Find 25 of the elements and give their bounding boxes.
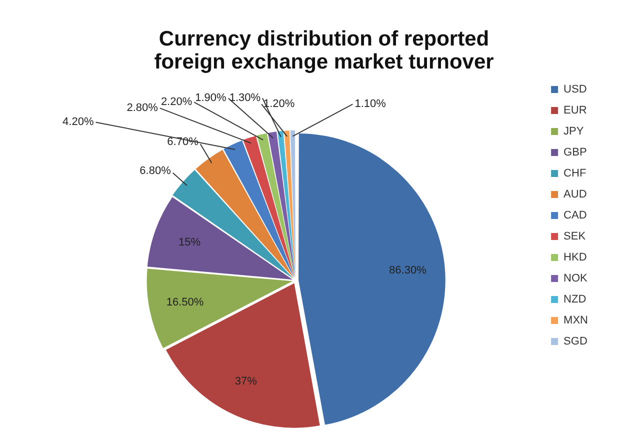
data-label: 2.20% [160, 96, 192, 108]
data-label: 1.30% [229, 92, 261, 104]
legend-label: JPY [564, 126, 584, 138]
legend-label: USD [564, 84, 587, 96]
data-label: 1.10% [354, 98, 386, 110]
data-label: 2.80% [126, 102, 158, 114]
data-label: 16.50% [166, 296, 204, 309]
legend-label: MXN [564, 314, 588, 327]
chart-title: Currency distribution of reported foreign exchange market turnover [154, 27, 494, 74]
data-label: 4.20% [62, 116, 94, 128]
legend-label: AUD [564, 188, 587, 201]
data-label: 15% [178, 236, 201, 249]
legend-label: NOK [564, 272, 588, 285]
data-label: 37% [234, 376, 258, 388]
legend-label: GBP [564, 146, 587, 159]
legend-label: SEK [564, 230, 586, 243]
legend-label: HKD [564, 252, 587, 264]
legend-label: NZD [564, 294, 586, 306]
legend-label: CAD [564, 210, 587, 222]
data-label: 6.80% [140, 164, 172, 177]
legend-label: EUR [564, 104, 587, 117]
data-label: 86.30% [389, 264, 427, 277]
data-label: 1.90% [195, 92, 227, 104]
legend-label: SGD [564, 336, 588, 348]
legend-label: CHF [564, 168, 586, 180]
